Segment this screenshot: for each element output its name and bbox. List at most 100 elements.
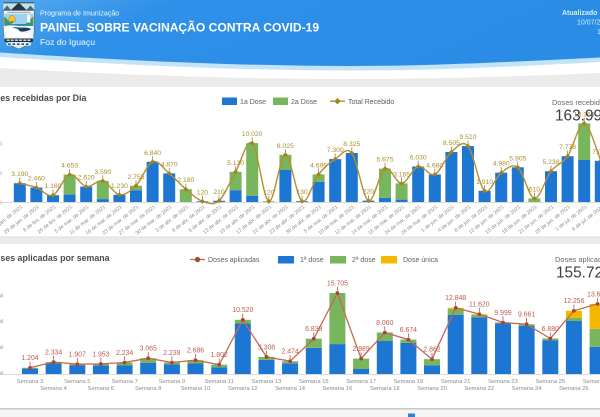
svg-text:1.204: 1.204 bbox=[21, 355, 38, 362]
svg-text:Foz do Iguaçu: Foz do Iguaçu bbox=[40, 37, 95, 47]
svg-text:6.674: 6.674 bbox=[400, 327, 417, 334]
svg-text:Semana 5: Semana 5 bbox=[64, 379, 90, 385]
svg-text:2.474: 2.474 bbox=[281, 349, 298, 356]
svg-text:210: 210 bbox=[213, 189, 225, 196]
svg-text:1.160: 1.160 bbox=[44, 183, 61, 190]
svg-text:Semana 19: Semana 19 bbox=[394, 379, 424, 385]
svg-text:3.165: 3.165 bbox=[393, 171, 410, 178]
svg-text:15.705: 15.705 bbox=[327, 280, 348, 287]
svg-text:PAINEL SOBRE VACINAÇÃO CONTRA: PAINEL SOBRE VACINAÇÃO CONTRA COVID-19 bbox=[40, 20, 319, 35]
svg-text:7.000: 7.000 bbox=[592, 149, 600, 156]
svg-text:12.256: 12.256 bbox=[563, 298, 584, 305]
svg-text:Semana 23: Semana 23 bbox=[488, 379, 518, 385]
svg-text:Doses recebidas: Doses recebidas bbox=[552, 98, 600, 107]
svg-text:9.661: 9.661 bbox=[518, 312, 535, 319]
svg-text:9.510: 9.510 bbox=[459, 134, 476, 141]
svg-text:Semana 12: Semana 12 bbox=[228, 386, 258, 392]
svg-text:Semana 4: Semana 4 bbox=[40, 386, 67, 392]
svg-text:7.300: 7.300 bbox=[327, 147, 344, 154]
svg-text:130: 130 bbox=[296, 189, 308, 196]
svg-text:Semana 22: Semana 22 bbox=[464, 386, 494, 392]
svg-text:6.840: 6.840 bbox=[144, 150, 161, 157]
svg-text:9.999: 9.999 bbox=[494, 310, 511, 317]
svg-text:120: 120 bbox=[263, 189, 275, 196]
svg-text:3.190: 3.190 bbox=[11, 171, 28, 178]
svg-text:3.590: 3.590 bbox=[94, 169, 111, 176]
svg-text:Semana 11: Semana 11 bbox=[205, 379, 234, 385]
svg-text:2.239: 2.239 bbox=[163, 350, 180, 357]
svg-text:6.880: 6.880 bbox=[542, 326, 559, 333]
svg-text:Semana 27: Semana 27 bbox=[583, 379, 600, 385]
svg-text:10 mil: 10 mil bbox=[0, 142, 2, 148]
svg-text:Semana 20: Semana 20 bbox=[417, 386, 447, 392]
svg-text:Semana 21: Semana 21 bbox=[441, 379, 471, 385]
svg-text:Doses aplicadas por semana: Doses aplicadas por semana bbox=[0, 253, 110, 263]
svg-text:Semana 8: Semana 8 bbox=[135, 386, 161, 392]
svg-text:4.695: 4.695 bbox=[310, 162, 327, 169]
svg-text:7.778: 7.778 bbox=[559, 144, 576, 151]
svg-text:610: 610 bbox=[529, 186, 541, 193]
svg-text:Semana 16: Semana 16 bbox=[323, 386, 353, 392]
svg-text:Doses recebidas por Dia: Doses recebidas por Dia bbox=[0, 93, 86, 103]
svg-text:2a Dose: 2a Dose bbox=[291, 99, 317, 106]
svg-text:2.234: 2.234 bbox=[116, 350, 133, 357]
svg-text:2.620: 2.620 bbox=[78, 175, 95, 182]
svg-text:2.460: 2.460 bbox=[28, 176, 45, 183]
svg-text:Semana 6: Semana 6 bbox=[88, 386, 114, 392]
svg-text:10.020: 10.020 bbox=[242, 131, 263, 138]
svg-text:12.848: 12.848 bbox=[445, 295, 466, 302]
svg-text:4.980: 4.980 bbox=[493, 161, 510, 168]
svg-text:13.635: 13.635 bbox=[587, 291, 600, 298]
svg-text:Semana 25: Semana 25 bbox=[535, 379, 565, 385]
svg-text:5.905: 5.905 bbox=[509, 155, 526, 162]
svg-text:5 mil: 5 mil bbox=[0, 171, 2, 177]
svg-text:Dose única: Dose única bbox=[403, 257, 438, 264]
svg-text:2.755: 2.755 bbox=[127, 174, 144, 181]
svg-text:2.989: 2.989 bbox=[352, 346, 369, 353]
svg-text:Semana 9: Semana 9 bbox=[159, 379, 185, 385]
svg-text:Semana 7: Semana 7 bbox=[111, 379, 137, 385]
svg-text:1.953: 1.953 bbox=[92, 351, 109, 358]
svg-text:Semana 14: Semana 14 bbox=[275, 386, 305, 392]
svg-text:Semana 18: Semana 18 bbox=[370, 386, 400, 392]
svg-text:4.870: 4.870 bbox=[161, 161, 178, 168]
svg-text:1.802: 1.802 bbox=[211, 352, 228, 359]
svg-text:5.675: 5.675 bbox=[376, 157, 393, 164]
svg-text:1.910: 1.910 bbox=[476, 179, 493, 186]
svg-text:15 mil: 15 mil bbox=[0, 294, 4, 300]
svg-text:Semana 17: Semana 17 bbox=[346, 379, 376, 385]
svg-text:Atualizado: Atualizado bbox=[562, 10, 597, 17]
svg-text:Semana 15: Semana 15 bbox=[299, 379, 329, 385]
svg-text:5 mil: 5 mil bbox=[0, 345, 4, 351]
svg-text:2.180: 2.180 bbox=[177, 177, 194, 184]
svg-text:Doses aplicadas: Doses aplicadas bbox=[208, 257, 260, 264]
svg-text:0 mil: 0 mil bbox=[0, 201, 2, 207]
svg-text:8.505: 8.505 bbox=[443, 140, 460, 147]
svg-text:16:30: 16:30 bbox=[597, 29, 600, 36]
svg-text:Semana 10: Semana 10 bbox=[181, 386, 211, 392]
svg-text:2.686: 2.686 bbox=[187, 348, 204, 355]
svg-text:Doses aplicadas: Doses aplicadas bbox=[555, 255, 600, 264]
svg-text:6.030: 6.030 bbox=[410, 155, 427, 162]
svg-text:10/07/2021: 10/07/2021 bbox=[577, 20, 600, 27]
svg-text:Semana 13: Semana 13 bbox=[252, 379, 282, 385]
svg-text:Semana 3: Semana 3 bbox=[17, 379, 43, 385]
svg-text:Total Recebido: Total Recebido bbox=[348, 99, 394, 106]
svg-text:2.862: 2.862 bbox=[423, 347, 440, 354]
svg-text:8.025: 8.025 bbox=[277, 143, 294, 150]
svg-text:8.325: 8.325 bbox=[343, 141, 360, 148]
svg-text:1.230: 1.230 bbox=[111, 183, 128, 190]
svg-text:4.653: 4.653 bbox=[61, 163, 78, 170]
svg-text:2ª dose: 2ª dose bbox=[352, 257, 376, 264]
svg-text:155.725: 155.725 bbox=[556, 265, 600, 282]
svg-text:3.065: 3.065 bbox=[140, 346, 157, 353]
svg-text:10.520: 10.520 bbox=[232, 307, 253, 314]
svg-text:3.308: 3.308 bbox=[258, 344, 275, 351]
svg-text:2.334: 2.334 bbox=[45, 349, 62, 356]
svg-text:5.238: 5.238 bbox=[542, 159, 559, 166]
svg-text:1ª dose: 1ª dose bbox=[300, 257, 324, 264]
svg-text:10 mil: 10 mil bbox=[0, 319, 4, 325]
svg-text:163.990: 163.990 bbox=[555, 108, 600, 125]
svg-text:Semana 24: Semana 24 bbox=[512, 386, 542, 392]
svg-text:1.907: 1.907 bbox=[69, 352, 86, 359]
